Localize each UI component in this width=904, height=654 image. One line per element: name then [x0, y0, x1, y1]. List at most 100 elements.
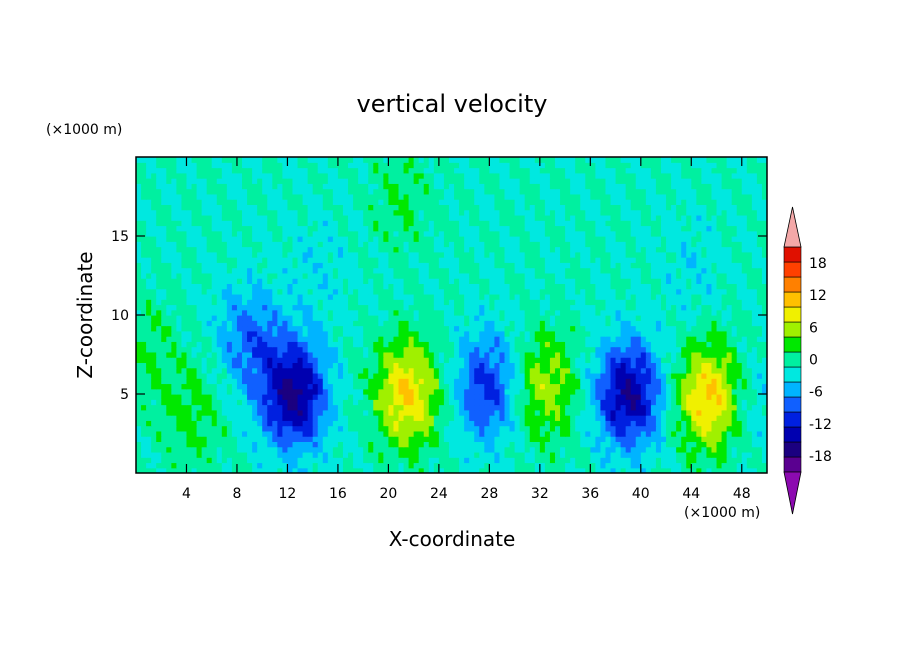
field-cell	[176, 399, 183, 406]
field-cell	[565, 309, 571, 316]
field-cell	[469, 330, 475, 337]
field-cell	[751, 357, 758, 363]
field-cell	[706, 346, 713, 353]
field-cell	[423, 362, 430, 369]
field-cell	[554, 346, 561, 353]
field-cell	[585, 330, 591, 337]
field-cell	[287, 320, 294, 327]
field-cell	[388, 304, 395, 311]
field-cell	[534, 457, 541, 464]
field-cell	[211, 409, 218, 416]
field-cell	[292, 299, 299, 306]
field-cell	[691, 436, 697, 442]
field-cell	[489, 267, 496, 274]
field-cell	[625, 372, 632, 379]
field-cell	[342, 288, 349, 295]
field-cell	[287, 293, 294, 300]
field-cell	[645, 288, 652, 295]
field-cell	[610, 451, 617, 458]
field-cell	[176, 372, 183, 379]
field-cell	[277, 293, 283, 300]
field-cell	[544, 372, 551, 379]
field-cell	[337, 404, 344, 411]
field-cell	[484, 467, 490, 473]
field-cell	[317, 262, 324, 269]
field-cell	[171, 394, 177, 400]
field-cell	[590, 425, 596, 432]
field-cell	[141, 346, 147, 353]
field-cell	[348, 362, 354, 369]
field-cell	[625, 441, 632, 448]
field-cell	[353, 462, 359, 469]
field-cell	[615, 299, 622, 306]
field-cell	[595, 362, 602, 369]
field-cell	[141, 388, 147, 395]
field-cell	[317, 288, 324, 295]
field-cell	[327, 409, 334, 416]
field-cell	[342, 278, 349, 284]
field-cell	[686, 441, 692, 448]
field-cell	[353, 383, 359, 390]
field-cell	[645, 346, 652, 353]
field-cell	[342, 341, 349, 348]
field-cell	[615, 330, 622, 337]
field-cell	[741, 394, 748, 400]
field-cell	[403, 288, 410, 295]
field-cell	[560, 372, 566, 379]
field-cell	[216, 441, 223, 448]
field-cell	[630, 283, 637, 290]
field-cell	[494, 462, 501, 469]
field-cell	[751, 409, 758, 416]
field-cell	[519, 299, 526, 306]
field-cell	[570, 467, 576, 473]
field-cell	[201, 383, 208, 390]
field-cell	[151, 425, 157, 432]
field-cell	[216, 320, 223, 327]
field-cell	[580, 415, 586, 421]
field-cell	[660, 336, 667, 342]
field-cell	[231, 404, 238, 411]
field-cell	[620, 288, 627, 295]
field-cell	[383, 299, 389, 306]
field-cell	[156, 341, 162, 348]
field-cell	[706, 425, 713, 432]
field-cell	[277, 315, 283, 321]
field-cell	[580, 362, 586, 369]
field-cell	[448, 462, 455, 469]
field-cell	[514, 378, 521, 385]
field-cell	[469, 378, 475, 385]
field-cell	[711, 367, 718, 374]
field-cell	[443, 293, 450, 300]
field-cell	[580, 441, 586, 448]
field-cell	[655, 457, 662, 464]
field-cell	[691, 404, 697, 411]
field-cell	[575, 267, 581, 274]
field-cell	[348, 372, 354, 379]
field-cell	[438, 272, 445, 279]
field-cell	[342, 430, 349, 437]
field-cell	[342, 351, 349, 358]
field-cell	[600, 330, 607, 337]
field-cell	[711, 320, 718, 327]
field-cell	[408, 394, 415, 400]
field-cell	[358, 304, 364, 311]
field-cell	[565, 446, 571, 453]
field-cell	[302, 430, 309, 437]
field-cell	[701, 399, 708, 406]
field-cell	[368, 341, 374, 348]
field-cell	[428, 325, 435, 332]
field-cell	[438, 325, 445, 332]
field-cell	[262, 436, 268, 442]
field-cell	[252, 367, 258, 374]
field-cell	[706, 278, 713, 284]
field-cell	[660, 351, 667, 358]
field-cell	[141, 278, 147, 284]
field-cell	[211, 451, 218, 458]
field-cell	[474, 446, 480, 453]
field-cell	[691, 367, 697, 374]
field-cell	[216, 457, 223, 464]
field-cell	[539, 372, 546, 379]
field-cell	[312, 346, 319, 353]
field-cell	[191, 272, 198, 279]
field-cell	[459, 436, 465, 442]
